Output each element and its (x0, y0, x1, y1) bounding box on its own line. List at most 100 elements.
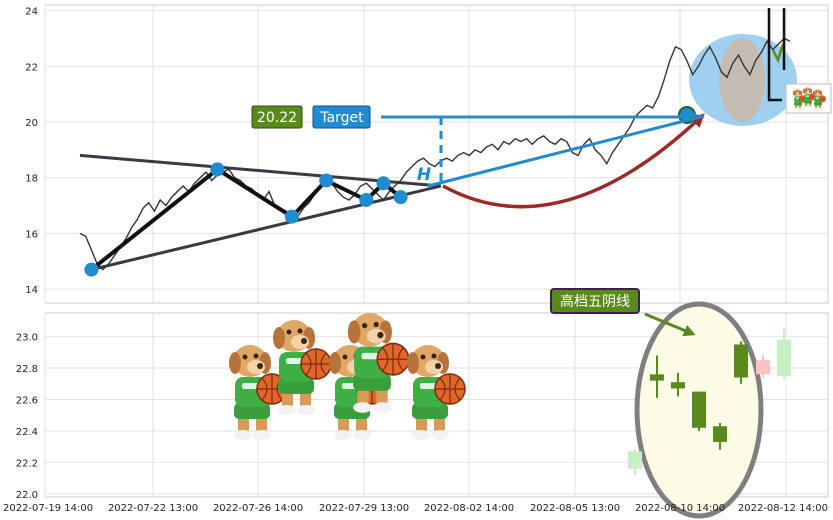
dog-eye (818, 91, 820, 93)
dog-ear (812, 90, 816, 96)
candle (713, 423, 727, 450)
bottom-y-axis: 22.0 22.2 22.4 22.6 22.8 23.0 (16, 333, 38, 501)
dog-eye (798, 91, 800, 93)
candle (756, 355, 770, 378)
dog-nose (301, 338, 307, 344)
dog-shoe (412, 430, 430, 440)
basketball-lines (301, 349, 331, 379)
dog-eye (253, 353, 259, 359)
x-tick-label: 2022-07-22 13:00 (108, 503, 198, 514)
x-tick-label: 2022-08-10 14:00 (635, 503, 725, 514)
dog-figure (407, 345, 466, 440)
dog-shoe (814, 107, 818, 111)
x-tick-label: 2022-07-26 14:00 (213, 503, 303, 514)
dog-shoe (798, 107, 803, 111)
x-tick-label: 2022-07-19 14:00 (3, 503, 93, 514)
dog-figure (802, 87, 816, 109)
basketball-lines (435, 374, 465, 404)
dog-eye (242, 354, 248, 360)
x-tick-label: 2022-08-02 14:00 (424, 503, 514, 514)
top-panel-frame (44, 4, 829, 304)
candlesticks (628, 328, 791, 475)
dog-eye (815, 91, 818, 93)
basketball-lines (819, 95, 826, 103)
pivot-marker (84, 262, 99, 277)
dog-shoe (794, 107, 798, 111)
dog-eye (420, 354, 426, 360)
candle (650, 355, 664, 398)
top-y-tick-label: 24 (25, 7, 38, 18)
dog-eye (373, 321, 379, 328)
highlight-inner-ellipse (719, 38, 765, 122)
dog-eye (342, 354, 348, 360)
pivot-marker (319, 173, 334, 188)
candle-body (628, 451, 642, 469)
top-y-tick-label: 20 (25, 118, 38, 129)
projection-arrow (442, 113, 705, 209)
pivot-marker (284, 209, 299, 224)
dog-shoe (234, 430, 252, 440)
x-axis: 2022-07-19 14:00 2022-07-22 13:00 2022-07-… (3, 503, 828, 514)
dog-nose (819, 93, 821, 95)
dog-ear (347, 320, 361, 344)
dog-ear (329, 352, 341, 374)
top-y-axis: 14 16 18 20 22 24 (25, 7, 38, 297)
dog-nose (799, 93, 801, 95)
dog-shorts (814, 101, 822, 106)
dog-ear (273, 327, 285, 349)
dog-shoe (253, 430, 271, 440)
price-label-text: 20.22 (257, 110, 297, 126)
bottom-y-tick-label: 22.8 (16, 364, 38, 375)
dog-ear (792, 90, 796, 96)
dog-ear (229, 352, 241, 374)
price-label: 20.22 (251, 105, 303, 129)
x-tick-label: 2022-07-29 13:00 (319, 503, 409, 514)
target-label: Target (312, 105, 371, 129)
basketball-lines (799, 95, 806, 103)
dog-figure (229, 345, 288, 440)
dog-shoe (278, 405, 296, 415)
top-y-tick-label: 22 (25, 62, 38, 73)
breakout-trend-line (427, 114, 705, 188)
dog-shorts (353, 373, 391, 391)
pivot-marker (210, 162, 225, 177)
dog-eye (362, 322, 368, 329)
candle (671, 372, 685, 397)
top-grid (44, 5, 828, 303)
dog-eye (795, 91, 798, 93)
dog-shoe (431, 430, 449, 440)
basketball-lines (257, 374, 287, 404)
candle-body (692, 391, 706, 428)
vertical-bracket (767, 8, 786, 102)
dog-eye (286, 329, 292, 335)
basketball-dogs-icon (785, 83, 832, 114)
dog-ear (802, 88, 806, 94)
dog-shoe (818, 107, 823, 111)
target-label-text: Target (319, 110, 364, 126)
pattern-label-text: 高档五阴线 (560, 293, 630, 310)
dog-figure (347, 313, 410, 413)
dog-shoe (297, 405, 315, 415)
x-tick-label: 2022-08-12 14:00 (738, 503, 828, 514)
top-y-tick-label: 18 (25, 174, 38, 185)
candle-body (713, 426, 727, 442)
candle-body (777, 339, 791, 376)
price-line (79, 37, 791, 271)
pivot-marker (376, 176, 391, 191)
dog-shoe (373, 402, 392, 413)
mini-v-mark (771, 43, 785, 64)
bottom-y-tick-label: 22.6 (16, 395, 38, 406)
bottom-y-tick-label: 22.4 (16, 427, 38, 438)
dog-nose (435, 363, 441, 369)
dog-nose (377, 331, 384, 339)
pivot-marker (359, 192, 374, 207)
candle (692, 391, 706, 431)
bottom-y-tick-label: 22.0 (16, 490, 38, 501)
dog-figure (812, 89, 826, 111)
dog-figure (273, 320, 332, 415)
basketball-lines (809, 93, 816, 101)
dog-nose (257, 363, 263, 369)
dog-nose (809, 91, 811, 93)
dog-eye (808, 89, 810, 91)
